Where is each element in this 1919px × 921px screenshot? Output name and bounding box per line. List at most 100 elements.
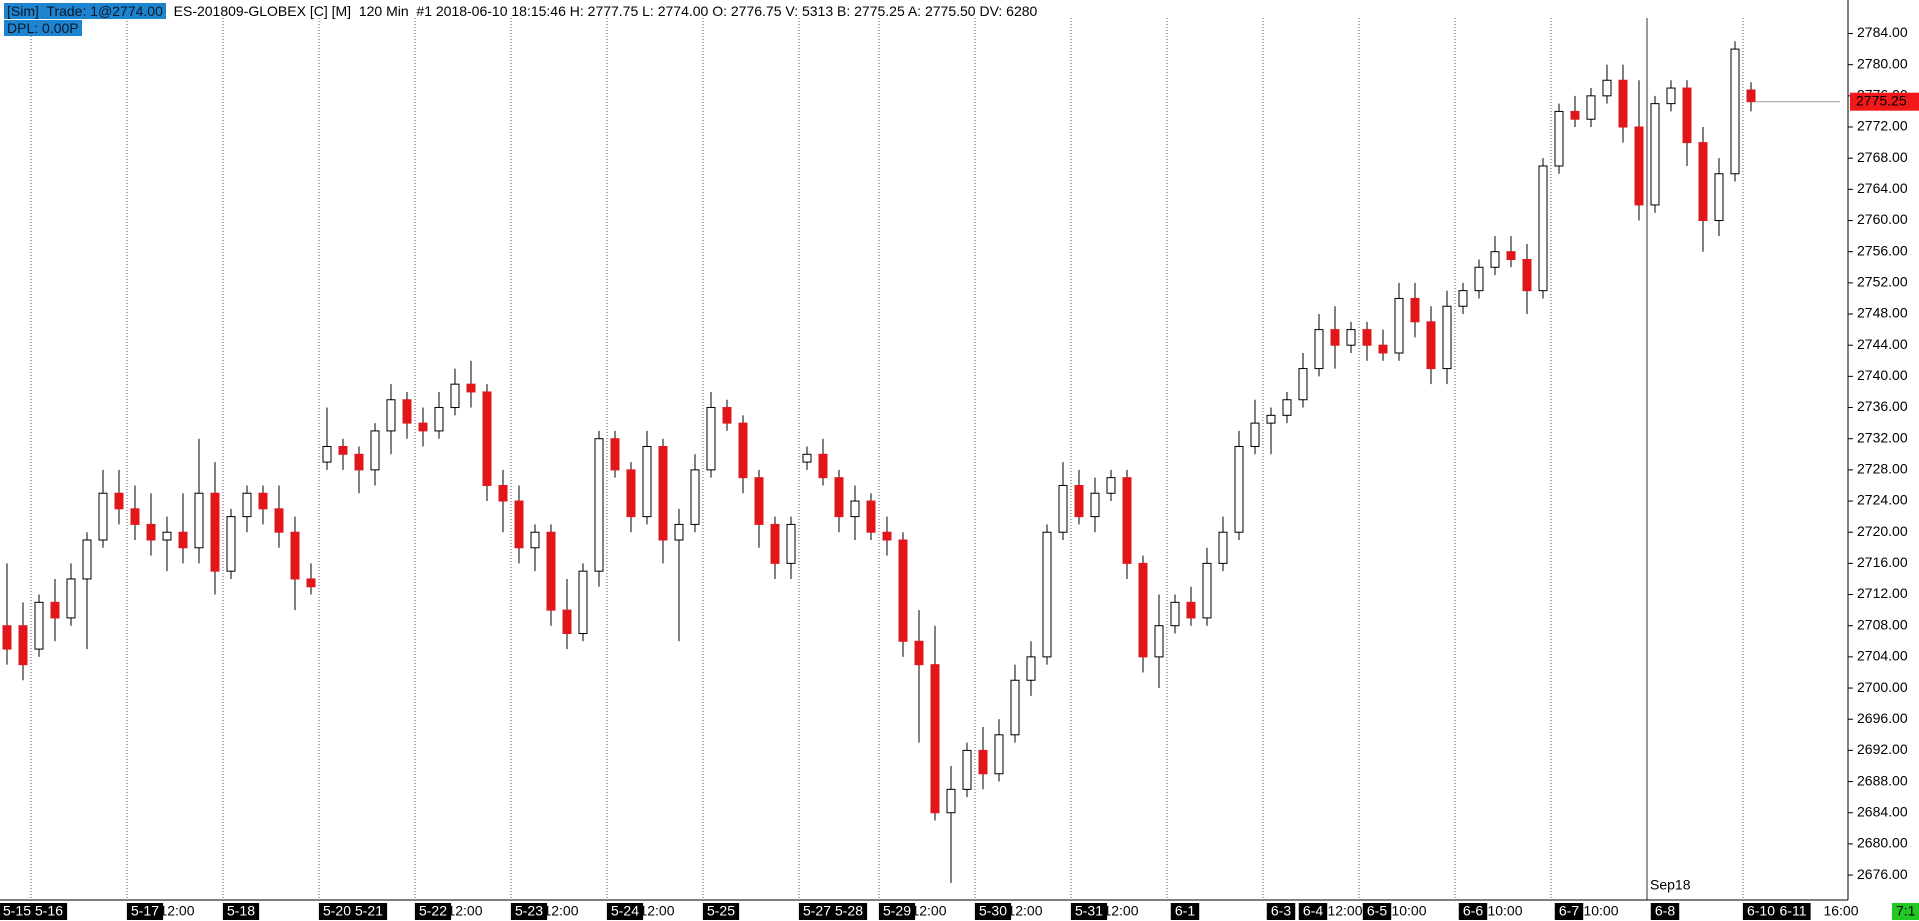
candle-body: [1634, 126, 1644, 206]
candle-body: [50, 601, 60, 619]
candle-body: [1650, 103, 1660, 206]
date-label: 5-30: [979, 903, 1007, 919]
candle-body: [514, 500, 524, 549]
candle-body: [1026, 656, 1036, 681]
date-label-bg: [1458, 903, 1488, 920]
date-label-bg: [702, 903, 740, 920]
instrument-info: ES-201809-GLOBEX [C] [M] 120 Min #1 2018…: [173, 3, 1038, 19]
y-tick-label: 2696.00: [1857, 710, 1908, 726]
time-label: 10:00: [1391, 903, 1426, 919]
candle-body: [866, 500, 876, 533]
candle-body: [322, 445, 332, 463]
candle-body: [226, 516, 236, 572]
y-tick-label: 2780.00: [1857, 55, 1908, 71]
candle-body: [1234, 445, 1244, 533]
date-label-bg: [1775, 903, 1811, 920]
time-label: 12:00: [911, 903, 946, 919]
candle-body: [1250, 422, 1260, 447]
candle-body: [1490, 251, 1500, 268]
y-tick-label: 2720.00: [1857, 523, 1908, 539]
candle-body: [738, 422, 748, 479]
date-label-bg: [510, 903, 548, 920]
y-tick-label: 2760.00: [1857, 211, 1908, 227]
candle-body: [1442, 305, 1452, 370]
time-label: 16:00: [1823, 903, 1858, 919]
clock-box: [1892, 903, 1919, 920]
rollover-label: Sep18: [1650, 877, 1691, 893]
candle-body: [882, 531, 892, 541]
candle-body: [578, 570, 588, 635]
candle-body: [546, 531, 556, 611]
time-label: 12:00: [159, 903, 194, 919]
y-tick-label: 2732.00: [1857, 429, 1908, 445]
y-tick-label: 2784.00: [1857, 24, 1908, 40]
candle-body: [1506, 251, 1516, 260]
y-tick-label: 2764.00: [1857, 180, 1908, 196]
candle-body: [1586, 95, 1596, 120]
dpl-label: DPL: 0.00P: [4, 20, 82, 36]
date-label-bg: [414, 903, 452, 920]
candle-body: [1618, 79, 1628, 128]
y-tick-label: 2688.00: [1857, 772, 1908, 788]
time-label: 12:00: [1007, 903, 1042, 919]
candle-body: [674, 523, 684, 541]
candle-body: [690, 469, 700, 525]
candle-body: [1330, 329, 1340, 346]
candle-body: [2, 625, 12, 650]
candle-body: [290, 531, 300, 580]
date-label: 5-31: [1075, 903, 1103, 919]
date-label-bg: [1742, 903, 1780, 920]
y-tick-label: 2712.00: [1857, 585, 1908, 601]
time-label: 12:00: [639, 903, 674, 919]
candle-body: [130, 508, 140, 525]
candle-body: [850, 500, 860, 518]
candle-body: [594, 438, 604, 572]
candle-body: [210, 492, 220, 572]
account-label: [Sim] Trade: 1@2774.00: [4, 3, 166, 19]
date-label: 5-16: [35, 903, 63, 919]
candle-body: [722, 407, 732, 424]
date-label: 5-18: [227, 903, 255, 919]
candle-body: [1122, 477, 1132, 564]
candle-body: [1202, 562, 1212, 619]
candle-body: [146, 523, 156, 541]
candle-body: [1346, 329, 1356, 346]
candle-body: [338, 445, 348, 455]
candle-body: [1458, 290, 1468, 307]
date-label: 6-10: [1747, 903, 1775, 919]
date-label-bg: [798, 903, 836, 920]
date-label: 6-6: [1463, 903, 1483, 919]
candle-body: [1042, 531, 1052, 658]
candle-body: [274, 508, 284, 533]
candle-body: [1426, 321, 1436, 370]
date-label: 6-5: [1367, 903, 1387, 919]
date-label-bg: [0, 903, 36, 920]
date-label: 5-20: [323, 903, 351, 919]
date-label: 5-29: [883, 903, 911, 919]
time-label: 10:00: [1583, 903, 1618, 919]
date-label: 5-15: [3, 903, 31, 919]
date-label-bg: [1070, 903, 1108, 920]
date-label: 6-7: [1559, 903, 1579, 919]
candle-body: [562, 609, 572, 635]
y-tick-label: 2740.00: [1857, 367, 1908, 383]
time-label: 12:00: [447, 903, 482, 919]
y-tick-label: 2684.00: [1857, 803, 1908, 819]
candle-body: [802, 453, 812, 463]
candle-body: [450, 383, 460, 409]
clock: 7:1: [1896, 903, 1916, 919]
y-tick-label: 2716.00: [1857, 554, 1908, 570]
y-tick-label: 2704.00: [1857, 648, 1908, 664]
candle-body: [962, 749, 972, 790]
candle-body: [258, 492, 268, 510]
date-label: 5-23: [515, 903, 543, 919]
date-label: 6-8: [1655, 903, 1675, 919]
candle-body: [642, 445, 652, 518]
candle-body: [1522, 258, 1532, 292]
y-tick-label: 2708.00: [1857, 616, 1908, 632]
y-tick-label: 2748.00: [1857, 305, 1908, 321]
y-tick-label: 2736.00: [1857, 398, 1908, 414]
date-label: 5-28: [835, 903, 863, 919]
candle-body: [402, 399, 412, 424]
